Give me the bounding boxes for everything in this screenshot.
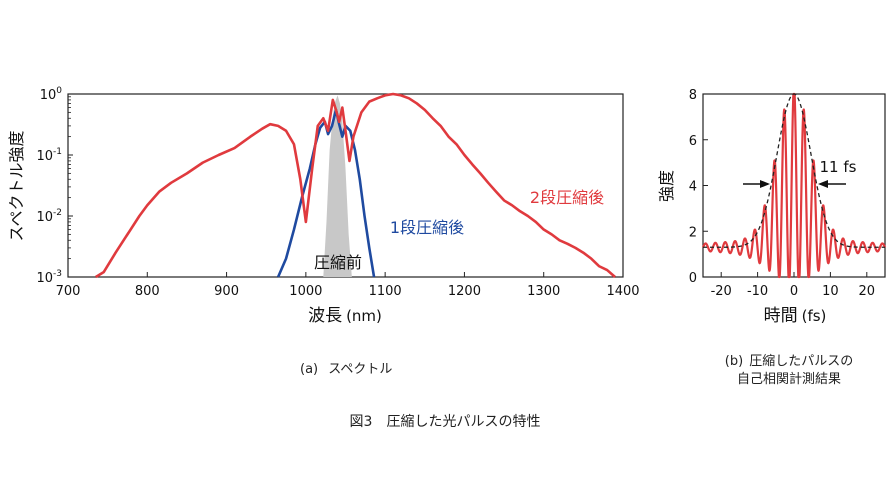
panel-a-ytick-label: 10-3: [36, 269, 62, 286]
panel-b-xtick-label: -10: [747, 284, 768, 299]
panel-a-ticks: 700 800 900 1000 1100 1200 1300 1400 10-3 10-2 10-…: [36, 86, 639, 299]
panel-b-frame: [702, 93, 886, 278]
panel-a-xtick-label: 900: [214, 284, 239, 299]
fwhm-right-arrow-head: [818, 180, 828, 188]
annotation-stage1: 1段圧縮後: [390, 218, 464, 237]
panel-a-spectrum: 700 800 900 1000 1100 1200 1300 1400 10-3 10-2 10-…: [7, 86, 640, 326]
panel-b-xtick-label: -20: [711, 284, 732, 299]
panel-b-ytick-label: 6: [689, 134, 697, 149]
panel-b-ytick-label: 8: [689, 88, 697, 103]
panel-a-caption: (a) スペクトル: [300, 358, 392, 377]
panel-b-ytick-label: 4: [689, 180, 697, 195]
panel-a-series: [95, 92, 616, 279]
panel-a-xtick-label: 1000: [289, 284, 322, 299]
panel-a-caption-text: スペクトル: [328, 362, 393, 377]
annotation-uncompressed: 圧縮前: [314, 253, 362, 272]
panel-a-xtick-label: 1200: [448, 284, 481, 299]
figure-caption: 図3 圧縮した光パルスの特性: [349, 414, 541, 430]
panel-a-ytick-label: 10-2: [36, 208, 62, 225]
panel-b-label: (b): [724, 354, 744, 369]
panel-a-ylabel: スペクトル強度: [7, 131, 26, 242]
panel-b-ticks: -20 -10 0 10 20 0 2 4 6 8: [689, 88, 875, 299]
fwhm-left-arrow-head: [760, 180, 770, 188]
panel-a-xlabel: 波長 (nm): [308, 306, 382, 326]
panel-a-ytick-label: 100: [40, 86, 63, 103]
panel-b-xtick-label: 10: [822, 284, 839, 299]
fwhm-arrows: [743, 180, 846, 188]
panel-a-label: (a): [300, 362, 319, 377]
panel-b-ylabel: 強度: [657, 170, 676, 202]
panel-b-xlabel: 時間 (fs): [764, 306, 827, 326]
panel-b-ytick-label: 2: [689, 225, 697, 240]
panel-b-caption: (b) 圧縮したパルスの 自己相関計測結果: [704, 353, 874, 389]
annotation-stage2: 2段圧縮後: [530, 188, 604, 207]
series-autocorrelation-line: [701, 92, 887, 279]
panel-a-xtick-label: 1400: [606, 284, 639, 299]
panel-b-xtick-label: 0: [790, 284, 798, 299]
panel-b-caption-line2: 自己相関計測結果: [736, 372, 841, 387]
panel-a-xtick-label: 1300: [527, 284, 560, 299]
panel-a-xtick-label: 700: [56, 284, 81, 299]
fwhm-label: 11 fs: [820, 158, 857, 176]
panel-a-ytick-label: 10-1: [36, 147, 62, 164]
panel-b-series: [701, 92, 887, 279]
panel-b-caption-line1: 圧縮したパルスの: [749, 354, 854, 369]
panel-b-xtick-label: 20: [859, 284, 876, 299]
series-uncompressed-area: [323, 95, 352, 278]
panel-b-autocorrelation: -20 -10 0 10 20 0 2 4 6 8 時間 (fs) 強度 11 fs: [657, 88, 887, 326]
panel-a-xtick-label: 800: [135, 284, 160, 299]
panel-a-xtick-label: 1100: [369, 284, 402, 299]
series-stage2-line: [95, 92, 616, 279]
series-envelope-dashed: [703, 93, 885, 248]
panel-b-ytick-label: 0: [689, 271, 697, 286]
